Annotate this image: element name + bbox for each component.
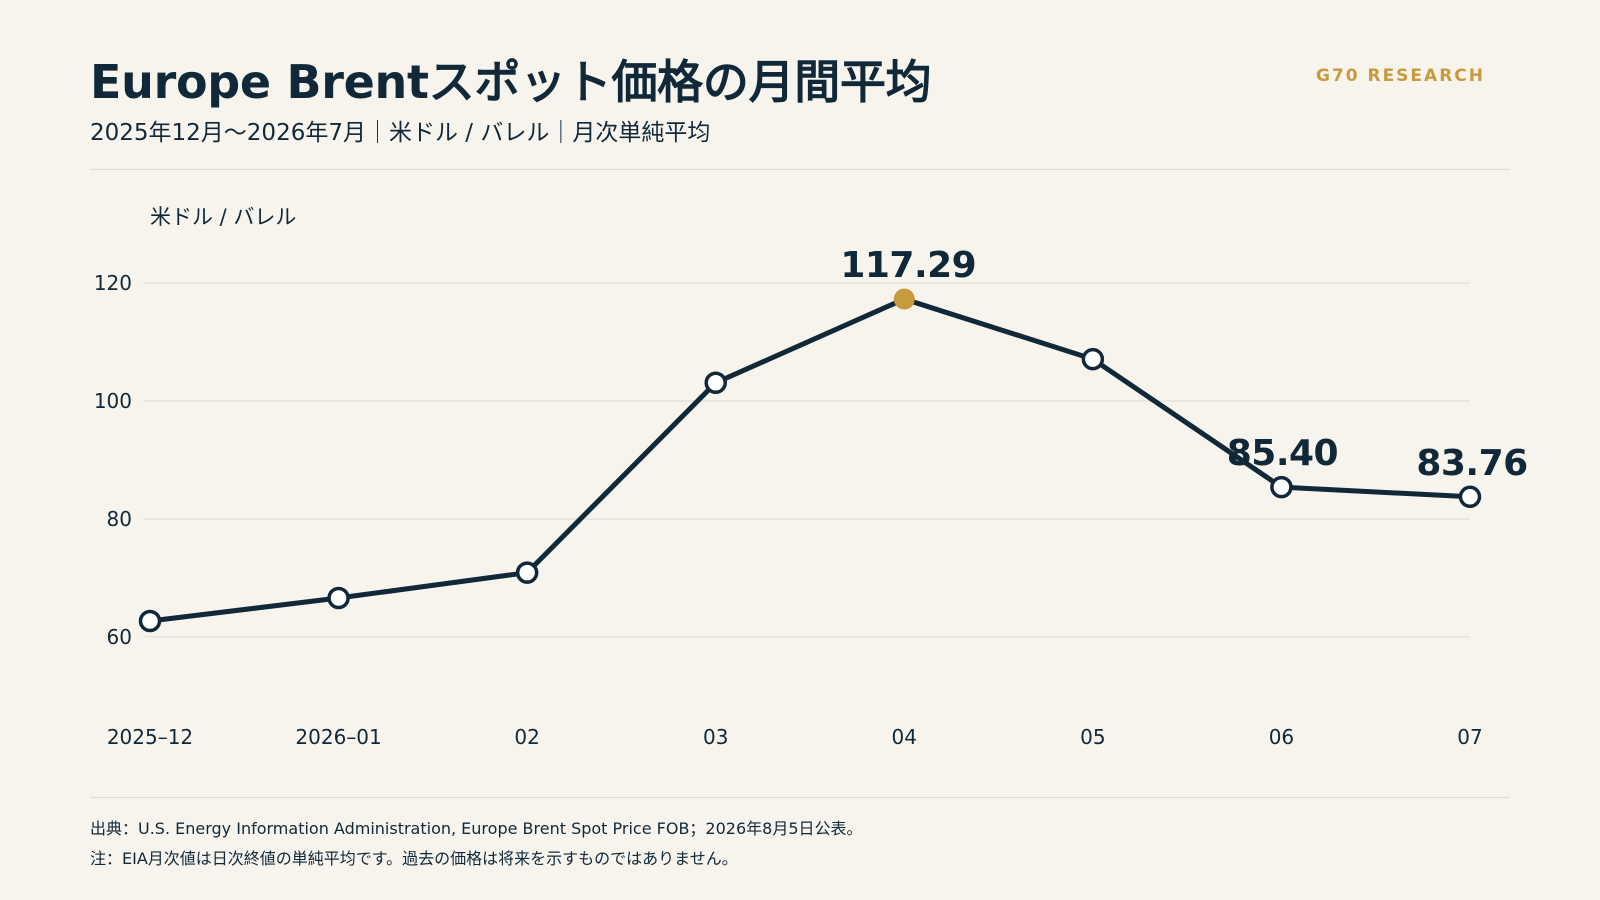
x-tick-label: 04 (892, 725, 917, 749)
data-point (327, 586, 350, 610)
y-tick-label: 60 (107, 625, 132, 649)
chart-subtitle: 2025年12月〜2026年7月｜米ドル / バレル｜月次単純平均 (90, 120, 711, 146)
grid-layer (143, 282, 1470, 638)
y-axis-title: 米ドル / バレル (150, 205, 296, 229)
axis-layer: 米ドル / バレル 60 80 100 120 2025–12 2026–01 02 03 04… (94, 205, 1483, 749)
data-point (138, 609, 162, 633)
x-tick-label: 03 (703, 725, 728, 749)
source-note: 出典：U.S. Energy Information Administratio… (90, 819, 863, 838)
data-point-highlight (893, 288, 915, 310)
series-line (147, 296, 1473, 624)
data-point (1270, 475, 1293, 499)
label-layer: 117.29 85.40 83.76 (840, 245, 1528, 484)
disclaimer-note: 注：EIA月次値は日次終値の単純平均です。過去の価格は将来を示すものではありませ… (90, 849, 738, 868)
data-point (704, 371, 727, 394)
data-point (1081, 347, 1105, 371)
bottom-divider (90, 797, 1510, 798)
data-point (515, 561, 539, 584)
brand-label: G70 RESEARCH (1315, 66, 1485, 86)
y-tick-label: 80 (107, 507, 132, 531)
y-tick-label: 100 (94, 389, 132, 413)
y-tick-label: 120 (94, 271, 132, 295)
data-label: 83.76 (1416, 443, 1527, 484)
data-label: 85.40 (1227, 433, 1338, 474)
x-tick-label: 07 (1457, 725, 1482, 749)
x-tick-label: 2025–12 (107, 725, 193, 749)
data-point (1458, 485, 1482, 509)
x-tick-label: 06 (1269, 725, 1294, 749)
data-label: 117.29 (840, 245, 976, 286)
x-tick-label: 05 (1080, 725, 1105, 749)
chart-title: Europe Brentスポット価格の月間平均 (90, 55, 932, 109)
series-layer (138, 288, 1482, 633)
x-tick-label: 02 (514, 725, 539, 749)
top-divider (90, 169, 1510, 170)
x-tick-label: 2026–01 (295, 725, 381, 749)
